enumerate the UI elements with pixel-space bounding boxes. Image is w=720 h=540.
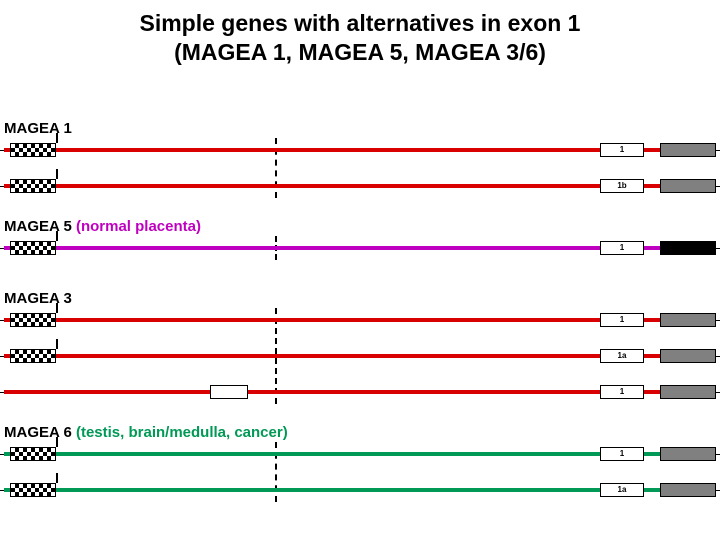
title-block: Simple genes with alternatives in exon 1… [0,0,720,66]
title-line-2: (MAGEA 1, MAGEA 5, MAGEA 3/6) [0,39,720,66]
promoter-tick [56,231,58,241]
gene-line [4,488,660,492]
terminal-box [660,447,716,461]
terminal-box [660,385,716,399]
title-line-1: Simple genes with alternatives in exon 1 [0,10,720,37]
gene-line [4,390,660,394]
gene-label: MAGEA 6 (testis, brain/medulla, cancer) [4,424,288,441]
promoter-box [10,241,56,255]
gene-line [4,148,660,152]
gene-line [4,452,660,456]
promoter-box [10,483,56,497]
gene-line [4,246,660,250]
upstream-exon [210,385,248,399]
terminal-box [660,143,716,157]
gene-line [4,318,660,322]
exon1-box: 1 [600,241,644,255]
exon1-box: 1 [600,143,644,157]
center-divider [275,138,277,198]
gene-sublabel: (testis, brain/medulla, cancer) [72,424,288,441]
center-divider [275,442,277,502]
promoter-tick [56,339,58,349]
terminal-box [660,241,716,255]
gene-line [4,354,660,358]
terminal-box [660,313,716,327]
promoter-box [10,313,56,327]
promoter-box [10,349,56,363]
promoter-tick [56,169,58,179]
promoter-box [10,143,56,157]
gene-line [4,184,660,188]
exon1-box: 1 [600,385,644,399]
exon1-box: 1a [600,483,644,497]
exon1-box: 1a [600,349,644,363]
gene-label: MAGEA 3 [4,290,72,307]
promoter-box [10,179,56,193]
exon1-box: 1b [600,179,644,193]
promoter-tick [56,473,58,483]
promoter-box [10,447,56,461]
terminal-box [660,349,716,363]
promoter-tick [56,303,58,313]
terminal-box [660,179,716,193]
exon1-box: 1 [600,447,644,461]
promoter-tick [56,133,58,143]
gene-sublabel: (normal placenta) [72,218,201,235]
promoter-tick [56,437,58,447]
gene-label: MAGEA 5 (normal placenta) [4,218,201,235]
terminal-box [660,483,716,497]
gene-label: MAGEA 1 [4,120,72,137]
exon1-box: 1 [600,313,644,327]
